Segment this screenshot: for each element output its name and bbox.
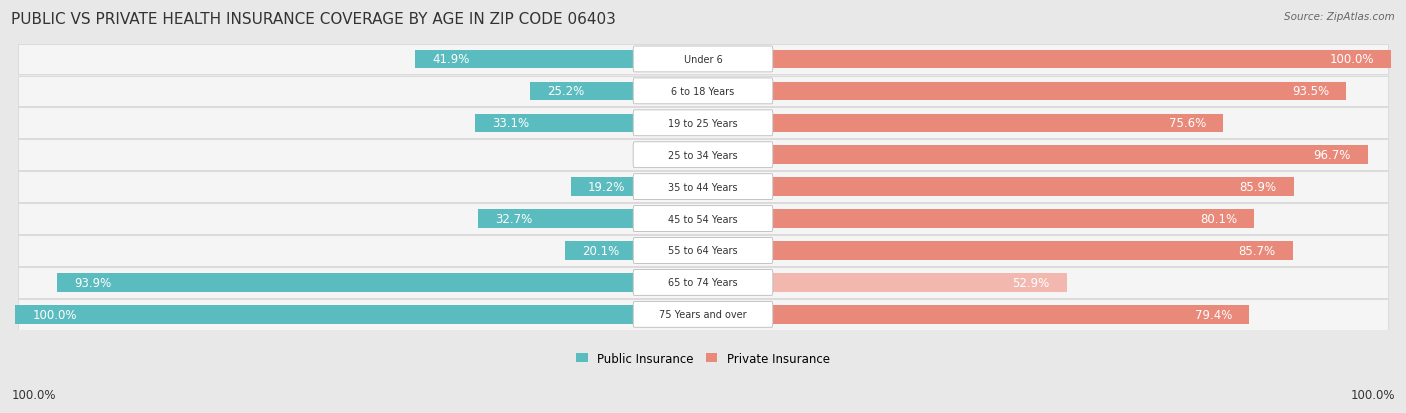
FancyBboxPatch shape: [571, 178, 703, 197]
Text: 75 Years and over: 75 Years and over: [659, 310, 747, 320]
Text: 41.9%: 41.9%: [432, 53, 470, 66]
Text: 55 to 64 Years: 55 to 64 Years: [668, 246, 738, 256]
FancyBboxPatch shape: [703, 305, 1250, 324]
FancyBboxPatch shape: [18, 76, 1388, 107]
Text: Source: ZipAtlas.com: Source: ZipAtlas.com: [1284, 12, 1395, 22]
FancyBboxPatch shape: [703, 273, 1067, 292]
FancyBboxPatch shape: [18, 172, 1388, 202]
FancyBboxPatch shape: [18, 204, 1388, 234]
FancyBboxPatch shape: [565, 242, 703, 260]
FancyBboxPatch shape: [18, 108, 1388, 139]
FancyBboxPatch shape: [478, 210, 703, 228]
FancyBboxPatch shape: [633, 270, 773, 296]
FancyBboxPatch shape: [633, 111, 773, 136]
Text: 100.0%: 100.0%: [11, 388, 56, 401]
FancyBboxPatch shape: [703, 210, 1254, 228]
FancyBboxPatch shape: [633, 142, 773, 168]
Text: 75.6%: 75.6%: [1168, 117, 1206, 130]
Text: 65 to 74 Years: 65 to 74 Years: [668, 278, 738, 288]
Text: 25 to 34 Years: 25 to 34 Years: [668, 150, 738, 160]
FancyBboxPatch shape: [18, 299, 1388, 330]
Text: 35 to 44 Years: 35 to 44 Years: [668, 182, 738, 192]
Text: 19 to 25 Years: 19 to 25 Years: [668, 119, 738, 128]
Text: 100.0%: 100.0%: [32, 308, 77, 321]
FancyBboxPatch shape: [415, 50, 703, 69]
FancyBboxPatch shape: [633, 238, 773, 264]
Text: 79.4%: 79.4%: [1195, 308, 1232, 321]
Text: PUBLIC VS PRIVATE HEALTH INSURANCE COVERAGE BY AGE IN ZIP CODE 06403: PUBLIC VS PRIVATE HEALTH INSURANCE COVER…: [11, 12, 616, 27]
FancyBboxPatch shape: [18, 235, 1388, 266]
Text: 80.1%: 80.1%: [1199, 213, 1237, 225]
FancyBboxPatch shape: [703, 146, 1368, 164]
FancyBboxPatch shape: [475, 114, 703, 133]
FancyBboxPatch shape: [633, 174, 773, 200]
FancyBboxPatch shape: [633, 47, 773, 73]
Text: 20.1%: 20.1%: [582, 244, 619, 257]
Text: 6 to 18 Years: 6 to 18 Years: [672, 87, 734, 97]
Text: 100.0%: 100.0%: [1350, 388, 1395, 401]
FancyBboxPatch shape: [703, 178, 1294, 197]
Text: 96.7%: 96.7%: [1313, 149, 1351, 162]
Text: 100.0%: 100.0%: [1329, 53, 1374, 66]
Text: 52.9%: 52.9%: [1012, 276, 1050, 289]
Text: 45 to 54 Years: 45 to 54 Years: [668, 214, 738, 224]
FancyBboxPatch shape: [15, 305, 703, 324]
FancyBboxPatch shape: [703, 83, 1347, 101]
FancyBboxPatch shape: [633, 206, 773, 232]
Text: 3.9%: 3.9%: [636, 149, 666, 162]
FancyBboxPatch shape: [18, 45, 1388, 75]
Text: 25.2%: 25.2%: [547, 85, 583, 98]
FancyBboxPatch shape: [633, 79, 773, 104]
Text: 33.1%: 33.1%: [492, 117, 530, 130]
Text: 85.7%: 85.7%: [1239, 244, 1275, 257]
Legend: Public Insurance, Private Insurance: Public Insurance, Private Insurance: [576, 352, 830, 365]
FancyBboxPatch shape: [703, 114, 1223, 133]
Text: 93.5%: 93.5%: [1292, 85, 1329, 98]
FancyBboxPatch shape: [530, 83, 703, 101]
Text: 85.9%: 85.9%: [1240, 181, 1277, 194]
FancyBboxPatch shape: [676, 146, 703, 164]
FancyBboxPatch shape: [633, 301, 773, 328]
Text: Under 6: Under 6: [683, 55, 723, 65]
Text: 32.7%: 32.7%: [495, 213, 533, 225]
Text: 19.2%: 19.2%: [588, 181, 626, 194]
FancyBboxPatch shape: [703, 50, 1391, 69]
Text: 93.9%: 93.9%: [75, 276, 111, 289]
FancyBboxPatch shape: [18, 268, 1388, 298]
FancyBboxPatch shape: [703, 242, 1292, 260]
FancyBboxPatch shape: [58, 273, 703, 292]
FancyBboxPatch shape: [18, 140, 1388, 171]
